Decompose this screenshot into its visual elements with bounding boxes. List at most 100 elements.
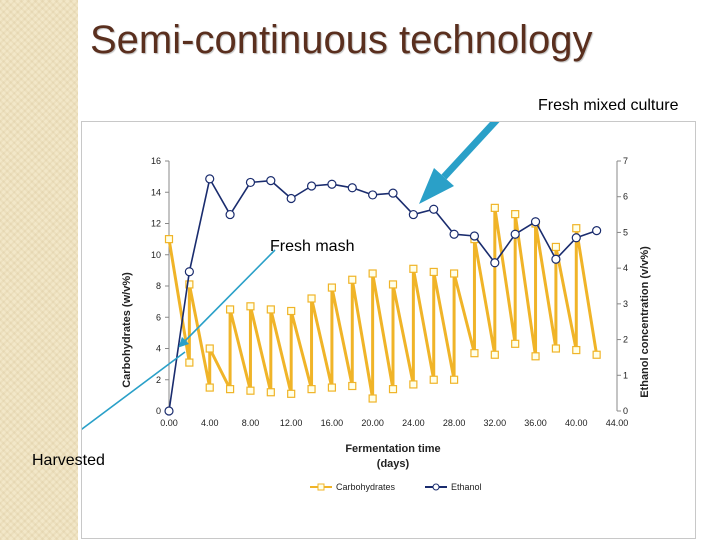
data-point-carbohydrates (246, 386, 255, 395)
data-point-ethanol (490, 258, 500, 268)
y2-tick-label: 6 (623, 192, 628, 202)
x-tick-label: 24.00 (402, 418, 425, 428)
data-point-ethanol (368, 190, 378, 200)
data-point-carbohydrates (388, 385, 398, 394)
data-point-ethanol (551, 254, 561, 264)
data-point-carbohydrates (307, 385, 316, 394)
data-point-carbohydrates (511, 210, 520, 219)
data-point-carbohydrates (327, 283, 337, 292)
fresh-culture-arrow-head (419, 168, 454, 204)
chart-legend: Carbohydrates Ethanol (310, 482, 482, 492)
data-point-carbohydrates (205, 383, 214, 392)
data-point-ethanol (429, 204, 439, 214)
slide-title: Semi-continuous technology (90, 18, 593, 62)
y2-tick-label: 2 (623, 335, 628, 345)
data-point-carbohydrates (511, 339, 520, 348)
data-point-carbohydrates (287, 306, 296, 316)
fresh-culture-arrow-shaft (441, 122, 500, 180)
legend-label-carbohydrates: Carbohydrates (336, 482, 396, 492)
data-point-carbohydrates (490, 350, 499, 359)
data-point-ethanol (510, 229, 520, 239)
data-point-carbohydrates (551, 242, 561, 252)
data-point-ethanol (327, 179, 337, 189)
data-point-ethanol (266, 176, 276, 186)
data-point-carbohydrates (225, 305, 235, 314)
legend-marker-ethanol (432, 483, 440, 491)
x-tick-label: 0.00 (160, 418, 178, 428)
y2-tick-label: 5 (623, 227, 628, 237)
legend-label-ethanol: Ethanol (451, 482, 482, 492)
annotation-arrows (82, 122, 500, 431)
data-point-carbohydrates (225, 385, 235, 394)
y-tick-label: 6 (156, 312, 161, 322)
y-tick-label: 2 (156, 375, 161, 385)
data-point-carbohydrates (592, 350, 601, 359)
x-axis-label: Fermentation time (days) (345, 443, 440, 470)
data-point-carbohydrates (266, 305, 275, 314)
data-point-carbohydrates (368, 394, 377, 403)
data-point-carbohydrates (246, 302, 255, 311)
data-point-carbohydrates (449, 375, 459, 384)
data-point-carbohydrates (205, 344, 214, 353)
data-point-carbohydrates (164, 235, 174, 244)
y2-tick-label: 4 (623, 263, 628, 273)
y2-tick-label: 0 (623, 406, 628, 416)
chart-frame: 0 2 4 6 8 10 12 14 16 0 1 2 3 4 5 6 7 0.00 4.00 8.00 12.00 16… (81, 121, 696, 539)
data-point-ethanol (286, 193, 296, 204)
data-point-ethanol (388, 188, 398, 198)
data-point-ethanol (449, 229, 459, 239)
series-ethanol (164, 174, 602, 416)
y-tick-label: 10 (151, 250, 161, 260)
x-tick-label: 20.00 (361, 418, 384, 428)
fresh-mash-label: Fresh mash (270, 238, 355, 255)
fresh-mash-arrow (178, 249, 276, 348)
fresh-mixed-culture-label: Fresh mixed culture (538, 97, 679, 114)
y-tick-label: 4 (156, 344, 161, 354)
harvested-label: Harvested (32, 452, 105, 469)
x-tick-label: 16.00 (321, 418, 344, 428)
data-point-ethanol (469, 231, 480, 241)
y-tick-label: 12 (151, 219, 161, 229)
data-point-carbohydrates (368, 269, 377, 278)
y2-axis-label: Ethanol concentration (v/v%) (639, 246, 651, 398)
data-point-carbohydrates (490, 203, 499, 212)
data-point-ethanol (245, 177, 256, 188)
y2-tick-label: 1 (623, 370, 628, 380)
y-tick-label: 8 (156, 281, 161, 291)
data-point-ethanol (306, 181, 317, 191)
data-point-carbohydrates (572, 345, 581, 355)
data-point-carbohydrates (409, 380, 418, 389)
data-point-carbohydrates (327, 383, 337, 392)
series-line-carbohydrates (167, 206, 599, 400)
data-point-carbohydrates (348, 381, 357, 391)
x-tick-label: 32.00 (484, 418, 507, 428)
harvested-arrow (82, 351, 186, 431)
series-carbohydrates (164, 203, 601, 403)
x-tick-label: 36.00 (524, 418, 547, 428)
y-tick-label: 16 (151, 156, 161, 166)
y2-tick-label: 3 (623, 299, 628, 309)
x-tick-label: 28.00 (443, 418, 466, 428)
decorative-side-strip (0, 0, 78, 540)
legend-marker-carbohydrates (317, 483, 325, 491)
data-point-carbohydrates (348, 275, 357, 284)
x-tick-label: 4.00 (201, 418, 219, 428)
data-point-carbohydrates (266, 388, 275, 397)
data-point-carbohydrates (551, 344, 561, 353)
data-point-carbohydrates (307, 294, 316, 303)
y2-tick-label: 7 (623, 156, 628, 166)
series-line-ethanol (168, 178, 597, 412)
x-tick-label: 44.00 (606, 418, 629, 428)
data-point-ethanol (347, 183, 357, 193)
x-tick-label: 8.00 (242, 418, 260, 428)
data-point-ethanol (530, 217, 541, 227)
data-point-carbohydrates (185, 280, 194, 289)
data-point-carbohydrates (185, 358, 194, 367)
x-tick-label: 12.00 (280, 418, 303, 428)
data-point-carbohydrates (409, 264, 418, 273)
data-point-carbohydrates (388, 280, 398, 289)
data-point-ethanol (225, 209, 235, 220)
data-point-ethanol (592, 226, 602, 236)
